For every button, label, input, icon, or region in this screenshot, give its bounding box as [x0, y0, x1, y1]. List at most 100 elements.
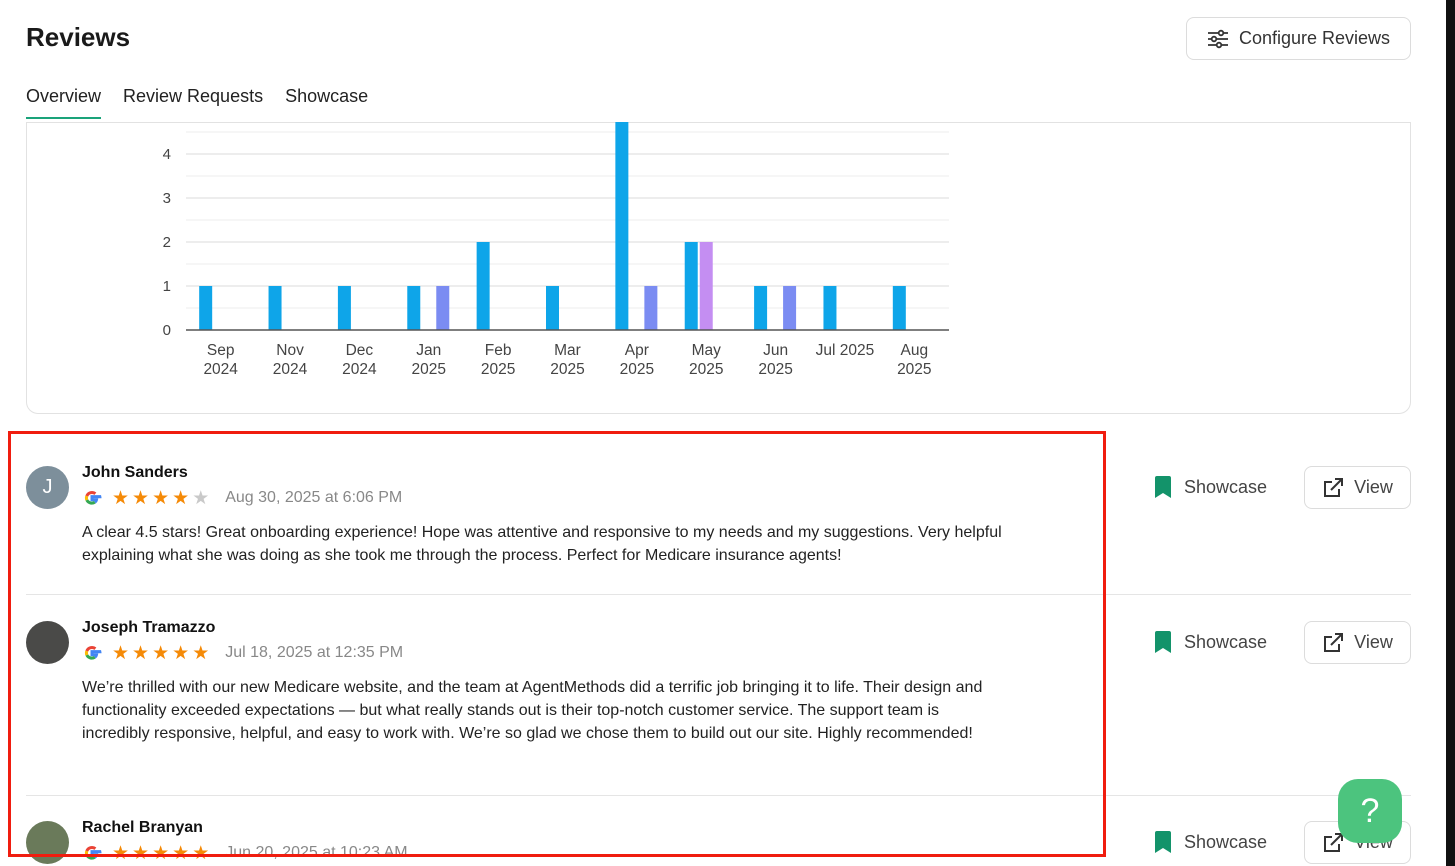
bookmark-icon — [1155, 476, 1171, 498]
bar — [823, 286, 837, 330]
bookmark-icon — [1155, 631, 1171, 653]
x-tick-label: Jan — [416, 342, 441, 359]
x-tick-label: Aug — [901, 342, 929, 359]
configure-reviews-button[interactable]: Configure Reviews — [1186, 17, 1411, 60]
review-divider — [26, 795, 1411, 796]
external-link-icon — [1324, 632, 1344, 652]
y-tick-label: 0 — [163, 322, 171, 339]
star-icon: ★ — [132, 487, 150, 509]
star-icon: ★ — [192, 487, 210, 509]
reviewer-name: Rachel Branyan — [82, 819, 203, 836]
sliders-icon — [1207, 29, 1228, 48]
star-icon: ★ — [192, 842, 210, 864]
x-tick-label: 2025 — [897, 361, 931, 378]
x-tick-label: 2025 — [481, 361, 515, 378]
view-label: View — [1354, 632, 1393, 652]
tab-divider — [26, 122, 1411, 123]
x-tick-label: May — [692, 342, 722, 359]
x-tick-label: 2024 — [203, 361, 238, 378]
showcase-label: Showcase — [1184, 831, 1268, 852]
google-icon — [84, 845, 102, 860]
page-title: Reviews — [26, 22, 131, 52]
star-icon: ★ — [192, 642, 210, 664]
google-icon — [84, 490, 102, 505]
x-tick-label: 2024 — [342, 361, 377, 378]
review-text: We’re thrilled with our new Medicare web… — [82, 679, 983, 742]
tab-review-requests[interactable]: Review Requests — [123, 86, 264, 106]
chart-card: 0 1 2 3 4 Sep 2024 Nov 2024 Dec 2024 Jan 2025 Feb 2025… — [26, 122, 1411, 414]
star-rating: ★ ★ ★ ★ ★ — [112, 844, 209, 863]
x-tick-label: Jul 2025 — [816, 342, 875, 359]
x-tick-label: 2024 — [273, 361, 308, 378]
y-tick-label: 1 — [163, 278, 171, 295]
tab-showcase[interactable]: Showcase — [285, 86, 369, 106]
bar — [684, 242, 698, 330]
window-edge — [1446, 0, 1455, 866]
star-rating: ★ ★ ★ ★ ★ — [112, 489, 209, 508]
star-icon: ★ — [152, 842, 170, 864]
x-tick-label: Jun — [763, 342, 788, 359]
google-icon — [84, 645, 102, 660]
bar — [546, 286, 559, 330]
x-tick-label: Dec — [346, 342, 374, 359]
review-date: Jun 20, 2025 at 10:23 AM — [225, 844, 408, 861]
bar — [783, 286, 797, 330]
x-tick-label: 2025 — [620, 361, 654, 378]
x-tick-label: 2025 — [689, 361, 723, 378]
bar — [644, 286, 658, 330]
y-tick-label: 2 — [163, 234, 171, 251]
external-link-icon — [1324, 477, 1344, 497]
x-tick-label: Nov — [276, 342, 304, 359]
showcase-label: Showcase — [1184, 631, 1268, 652]
y-tick-label: 4 — [163, 146, 171, 163]
showcase-label: Showcase — [1184, 476, 1268, 497]
review-date: Aug 30, 2025 at 6:06 PM — [225, 489, 403, 506]
external-link-icon — [1324, 832, 1344, 852]
reviewer-name: Joseph Tramazzo — [82, 619, 216, 636]
reviews-bar-chart: 0 1 2 3 4 Sep 2024 Nov 2024 Dec 2024 Jan 2025 Feb 2025… — [163, 122, 949, 378]
bookmark-icon — [1155, 831, 1171, 853]
star-icon: ★ — [172, 487, 190, 509]
review-text: A clear 4.5 stars! Great onboarding expe… — [82, 524, 1002, 564]
showcase-button[interactable]: Showcase — [1154, 831, 1267, 853]
bar — [754, 286, 768, 330]
view-label: View — [1354, 477, 1393, 497]
avatar-initial: J — [42, 476, 53, 498]
review-date: Jul 18, 2025 at 12:35 PM — [225, 644, 404, 661]
bar — [476, 242, 490, 330]
bar — [337, 286, 351, 330]
star-icon: ★ — [172, 642, 190, 664]
view-button[interactable]: View — [1304, 621, 1411, 664]
tab-bar: Overview Review Requests Showcase — [26, 86, 368, 119]
x-tick-label: 2025 — [550, 361, 584, 378]
showcase-button[interactable]: Showcase — [1154, 631, 1267, 653]
x-tick-label: Mar — [554, 342, 581, 359]
view-button[interactable]: View — [1304, 466, 1411, 509]
star-icon: ★ — [152, 487, 170, 509]
x-tick-label: Apr — [625, 342, 649, 359]
bar — [615, 122, 629, 330]
x-tick-label: Sep — [207, 342, 235, 359]
star-icon: ★ — [152, 642, 170, 664]
x-tick-label: Feb — [485, 342, 512, 359]
reviewer-name: John Sanders — [82, 464, 188, 481]
star-rating: ★ ★ ★ ★ ★ — [112, 644, 209, 663]
bar — [407, 286, 421, 330]
showcase-button[interactable]: Showcase — [1154, 476, 1267, 498]
bar — [199, 286, 213, 330]
y-tick-label: 3 — [163, 190, 171, 207]
star-icon: ★ — [112, 642, 130, 664]
avatar — [26, 621, 69, 664]
bar — [268, 286, 282, 330]
configure-reviews-label: Configure Reviews — [1238, 28, 1391, 48]
avatar — [26, 821, 69, 864]
x-tick-label: 2025 — [412, 361, 446, 378]
bar — [699, 242, 713, 330]
x-tick-label: 2025 — [758, 361, 792, 378]
star-icon: ★ — [132, 642, 150, 664]
star-icon: ★ — [112, 487, 130, 509]
tab-overview[interactable]: Overview — [26, 86, 102, 119]
bar — [436, 286, 450, 330]
star-icon: ★ — [112, 842, 130, 864]
help-button[interactable]: ? — [1338, 779, 1402, 843]
